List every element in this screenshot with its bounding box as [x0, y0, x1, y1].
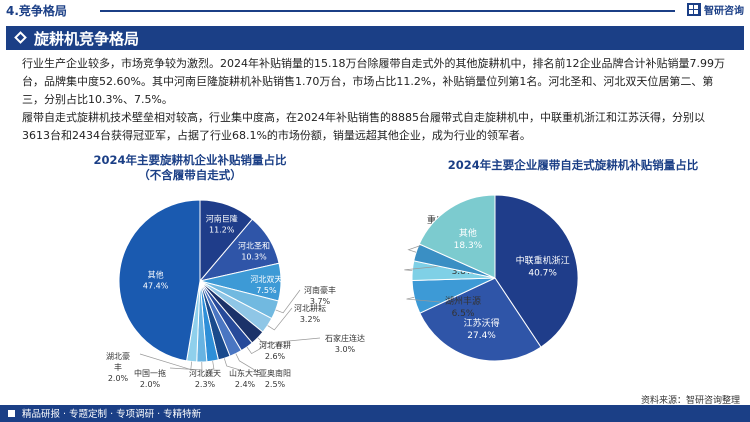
slice-name-label: 河北双天 — [250, 274, 282, 284]
slice-value-label: 18.3% — [454, 241, 483, 251]
pie-slice — [118, 199, 201, 362]
slice-value-label: 3.8% — [452, 267, 475, 277]
pie-slice — [418, 194, 496, 279]
leader-line — [207, 360, 215, 371]
slice-name-label: 丰 — [114, 362, 122, 372]
slice-value-label: 40.7% — [528, 269, 557, 279]
pie-slice — [419, 277, 542, 362]
leader-line — [404, 265, 443, 271]
left-chart-title: 2024年主要旋耕机企业补贴销量占比 （不含履带自走式） — [85, 153, 295, 183]
leader-line — [267, 307, 293, 331]
left-chart-subtitle: （不含履带自走式） — [138, 168, 242, 182]
leader-line — [275, 289, 301, 314]
slice-name-label: 河北耕耘 — [294, 303, 326, 313]
slice-name-label: 山东大华 — [229, 368, 261, 378]
slice-name-label: 河南豪丰 — [304, 285, 336, 295]
leader-line — [246, 345, 266, 354]
brand-logo-icon — [687, 3, 701, 16]
page-title: 旋耕机竞争格局 — [34, 30, 140, 48]
slice-name-label: 江苏沃得 — [464, 317, 500, 329]
diamond-icon — [14, 31, 27, 44]
slice-name-label: 中联重机浙江 — [516, 255, 570, 267]
slice-name-label: 其他 — [459, 227, 477, 239]
slice-value-label: 3.0% — [335, 345, 356, 354]
right-pie-chart: 中联重机浙江40.7%江苏沃得27.4%湖州丰源6.5%星光农机3.8%重庆鑫源… — [404, 194, 579, 362]
slice-value-label: 2.0% — [140, 380, 161, 389]
slice-name-label: 河北春耕 — [259, 340, 291, 350]
top-bar: 4.竞争格局 智研咨询 — [0, 0, 750, 20]
leader-line — [235, 353, 259, 373]
slice-value-label: 7.5% — [256, 286, 277, 295]
leader-line — [406, 296, 441, 303]
slice-name-label: 湖州丰源 — [445, 295, 481, 307]
slice-name-label: 河南巨隆 — [206, 214, 238, 224]
paragraph-2: 履带自走式旋耕机技术壁垒相对较高，行业集中度高，在2024年补贴销售的8885台… — [22, 111, 705, 142]
slice-value-label: 11.2% — [209, 226, 235, 235]
header-rule — [100, 10, 675, 12]
slice-value-label: 2.3% — [195, 380, 216, 389]
slice-value-label: 27.4% — [467, 331, 496, 341]
left-pie-chart: 河南巨隆 11.2%河北圣和 10.3% 河北双天 7.5% 河南豪丰 3.7%河北耕耘 3.… — [106, 199, 365, 389]
footer-bar: 精品研报 · 专题定制 · 专项调研 · 专精特新 — [0, 405, 750, 422]
slice-value-label: 2.6% — [265, 352, 286, 361]
left-chart-title-main: 2024年主要旋耕机企业补贴销量占比 — [93, 153, 287, 167]
paragraph-1: 行业生产企业较多，市场竞争较为激烈。2024年补贴销量的15.18万台除履带自走… — [22, 57, 725, 106]
source-note: 资料来源：智研咨询整理 — [640, 396, 740, 406]
slice-name-label: 其他 — [148, 269, 164, 279]
brand-name: 智研咨询 — [704, 6, 744, 17]
right-chart-title: 2024年主要企业履带自走式旋耕机补贴销量占比 — [447, 158, 699, 172]
leader-line — [139, 353, 192, 370]
footer-text: 精品研报 · 专题定制 · 专项调研 · 专精特新 — [22, 409, 202, 420]
slice-name-label: 湖北豪 — [106, 351, 130, 361]
leader-line — [257, 337, 321, 344]
slice-name-label: 中国一拖 — [134, 368, 166, 378]
brand: 智研咨询 — [687, 2, 744, 17]
slice-value-label: 2.0% — [108, 374, 129, 383]
slice-value-label: 10.3% — [241, 252, 267, 261]
slice-name-label: 河北巍天 — [189, 368, 221, 378]
slice-name-label: 石家庄连达 — [325, 333, 365, 343]
slice-value-label: 3.2% — [300, 315, 321, 324]
slice-value-label: 2.5% — [265, 380, 286, 389]
leader-line — [223, 358, 241, 371]
slice-name-label: 河北圣和 — [238, 240, 270, 250]
section-label: 4.竞争格局 — [6, 4, 67, 18]
slice-value-label: 6.5% — [452, 309, 475, 319]
slice-value-label: 47.4% — [143, 281, 169, 290]
title-banner: 旋耕机竞争格局 — [6, 26, 744, 50]
leader-line — [169, 361, 203, 371]
slice-value-label: 3.7% — [310, 297, 331, 306]
footer-square-icon — [8, 410, 15, 417]
slice-name-label: 亚奥南阳 — [259, 368, 291, 378]
slice-value-label: 2.4% — [235, 380, 256, 389]
